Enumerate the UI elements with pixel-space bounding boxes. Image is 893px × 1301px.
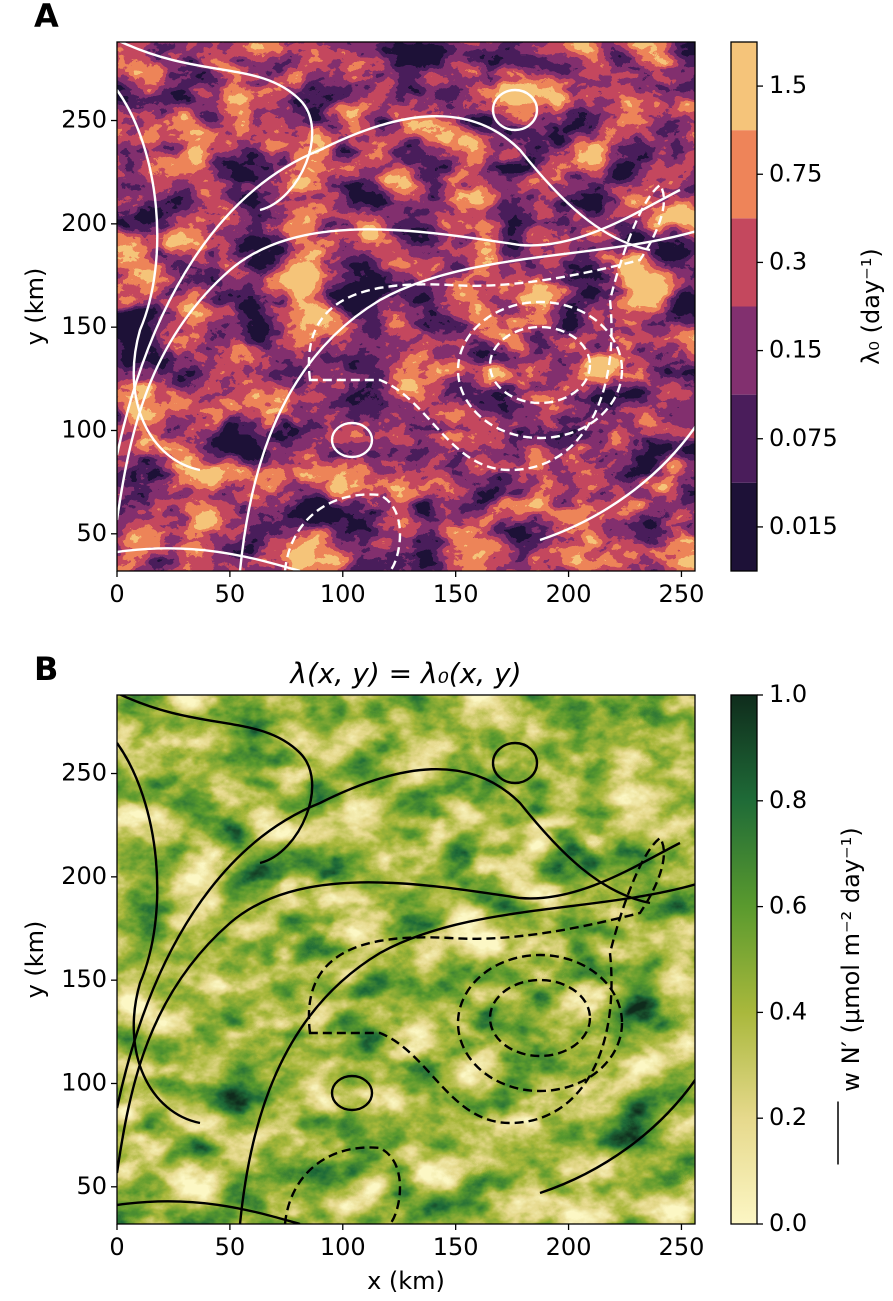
x-tick-label: 200	[546, 580, 592, 608]
x-axis-label: x (km)	[367, 1267, 445, 1295]
field-image	[117, 42, 695, 571]
x-tick-label: 150	[433, 1233, 479, 1261]
colorbar-label: w N′ (μmol m⁻² day⁻¹)	[837, 827, 865, 1091]
x-tick-label: 100	[320, 1233, 366, 1261]
y-tick-label: 50	[76, 1172, 107, 1200]
colorbar-tick-label: 0.0	[769, 1209, 807, 1237]
colorbar-frame	[730, 694, 758, 1225]
y-tick-label: 150	[61, 312, 107, 340]
field-image	[117, 695, 695, 1224]
plot-frame	[116, 41, 696, 572]
colorbar-tick-label: 0.3	[769, 247, 807, 275]
colorbar-swatch	[731, 218, 757, 307]
y-tick-label: 200	[61, 209, 107, 237]
colorbar-swatch	[731, 42, 757, 131]
colorbar-tick-label: 0.2	[769, 1103, 807, 1131]
x-tick-label: 250	[659, 1233, 705, 1261]
x-tick-label: 50	[215, 580, 246, 608]
colorbar-tick-label: 0.075	[769, 424, 838, 452]
panel-label: A	[34, 0, 59, 35]
panel-label: B	[34, 650, 58, 688]
y-axis-label: y (km)	[21, 921, 49, 999]
y-tick-label: 250	[61, 106, 107, 134]
y-tick-label: 50	[76, 519, 107, 547]
colorbar-label: λ₀ (day⁻¹)	[857, 248, 885, 365]
colorbar-tick-label: 1.0	[769, 680, 807, 708]
y-tick-label: 150	[61, 965, 107, 993]
colorbar-swatch	[731, 130, 757, 219]
x-tick-label: 0	[109, 580, 124, 608]
colorbar-tick-label: 0.6	[769, 892, 807, 920]
colorbar-frame	[730, 41, 758, 572]
colorbar	[731, 695, 757, 1224]
y-tick-label: 100	[61, 415, 107, 443]
colorbar-swatch	[731, 482, 757, 571]
x-tick-label: 100	[320, 580, 366, 608]
colorbar-tick-label: 0.4	[769, 997, 807, 1025]
plot-frame	[116, 694, 696, 1225]
y-tick-label: 200	[61, 862, 107, 890]
colorbar-tick-label: 0.8	[769, 786, 807, 814]
x-tick-label: 150	[433, 580, 479, 608]
x-tick-label: 200	[546, 1233, 592, 1261]
colorbar-swatch	[731, 394, 757, 483]
colorbar-swatch	[731, 306, 757, 395]
y-tick-label: 250	[61, 759, 107, 787]
colorbar-tick-label: 0.015	[769, 512, 838, 540]
chart-title: λ(x, y) = λ₀(x, y)	[288, 657, 521, 690]
x-tick-label: 0	[109, 1233, 124, 1261]
x-tick-label: 50	[215, 1233, 246, 1261]
colorbar-tick-label: 1.5	[769, 71, 807, 99]
colorbar-tick-label: 0.75	[769, 159, 822, 187]
colorbar-tick-label: 0.15	[769, 336, 822, 364]
x-tick-label: 250	[659, 580, 705, 608]
y-axis-label: y (km)	[21, 268, 49, 346]
y-tick-label: 100	[61, 1068, 107, 1096]
